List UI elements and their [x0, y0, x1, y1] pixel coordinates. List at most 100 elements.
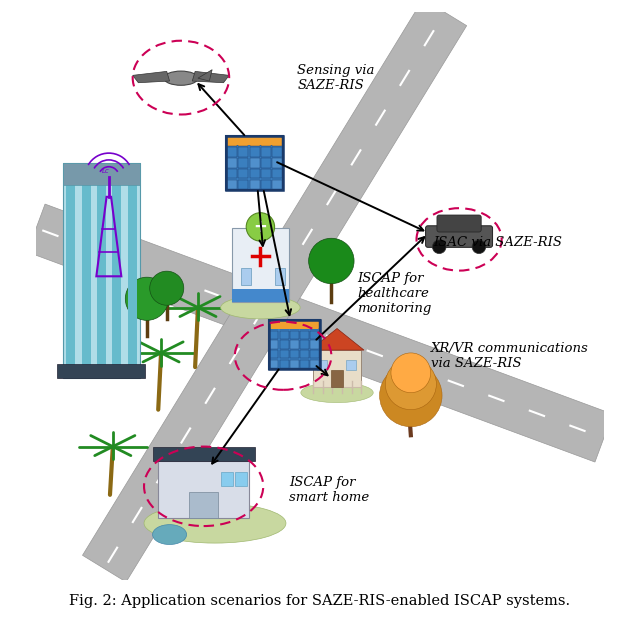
Bar [300, 360, 309, 368]
Bar [238, 136, 248, 146]
Circle shape [308, 238, 354, 284]
Bar [310, 360, 319, 368]
Bar [290, 340, 299, 349]
Bar [280, 350, 289, 358]
Text: ISCAP for
healthcare
monitoring: ISCAP for healthcare monitoring [357, 272, 431, 315]
Bar [227, 158, 237, 168]
Bar [261, 180, 271, 189]
Bar [112, 174, 122, 373]
Text: ISAC via SAZE-RIS: ISAC via SAZE-RIS [433, 236, 563, 249]
Text: +: + [253, 218, 268, 236]
Polygon shape [83, 0, 467, 582]
Circle shape [385, 358, 436, 410]
Circle shape [472, 240, 486, 254]
Bar [317, 360, 328, 370]
Bar [300, 340, 309, 349]
Bar [63, 163, 140, 378]
Text: XR/VR communications
via SAZE-RIS: XR/VR communications via SAZE-RIS [431, 342, 588, 370]
Bar [97, 174, 106, 373]
Bar [261, 147, 271, 157]
Bar [227, 136, 283, 190]
Bar [269, 340, 278, 349]
Bar [250, 158, 260, 168]
Text: Fig. 2: Application scenarios for SAZE-RIS-enabled ISCAP systems.: Fig. 2: Application scenarios for SAZE-R… [69, 594, 571, 608]
Bar [332, 370, 342, 387]
Bar [58, 364, 145, 378]
Bar [227, 180, 237, 189]
Bar [310, 331, 319, 339]
Polygon shape [132, 72, 170, 83]
Bar [280, 360, 289, 368]
Bar [272, 180, 282, 189]
Text: Lc: Lc [102, 168, 110, 174]
Bar [158, 461, 249, 518]
Bar [261, 136, 271, 146]
Polygon shape [198, 70, 212, 81]
Bar [261, 158, 271, 168]
Polygon shape [310, 328, 364, 350]
Bar [269, 320, 320, 368]
Bar [280, 331, 289, 339]
Bar [228, 136, 282, 146]
Bar [227, 136, 283, 190]
Bar [269, 350, 278, 358]
Bar [272, 158, 282, 168]
Ellipse shape [164, 71, 198, 85]
Bar [269, 331, 278, 339]
Text: Sensing via
SAZE-RIS: Sensing via SAZE-RIS [298, 64, 374, 91]
Bar [272, 169, 282, 178]
Bar [313, 350, 361, 387]
Bar [238, 158, 248, 168]
Bar [300, 321, 309, 329]
Bar [290, 331, 299, 339]
Bar [227, 136, 237, 146]
Bar [300, 350, 309, 358]
Bar [227, 169, 237, 178]
Circle shape [391, 353, 431, 392]
Bar [250, 136, 260, 146]
Bar [63, 163, 140, 186]
Bar [127, 174, 137, 373]
Bar [300, 331, 309, 339]
Polygon shape [192, 72, 229, 83]
Circle shape [125, 277, 168, 320]
Bar [81, 174, 91, 373]
Bar [346, 360, 356, 370]
Bar [310, 321, 319, 329]
Bar [271, 321, 318, 329]
Bar [290, 360, 299, 368]
Bar [290, 350, 299, 358]
Ellipse shape [301, 383, 373, 402]
Bar [232, 228, 289, 302]
Ellipse shape [144, 503, 286, 543]
FancyBboxPatch shape [426, 226, 493, 247]
Bar [238, 169, 248, 178]
Ellipse shape [152, 524, 187, 544]
Bar [241, 268, 251, 285]
Circle shape [433, 240, 446, 254]
Text: ISCAP for
smart home: ISCAP for smart home [289, 476, 369, 504]
Ellipse shape [221, 296, 300, 319]
Circle shape [246, 213, 275, 241]
Bar [250, 169, 260, 178]
Bar [261, 169, 271, 178]
Bar [310, 340, 319, 349]
Bar [250, 180, 260, 189]
Circle shape [150, 271, 184, 305]
Bar [275, 268, 285, 285]
Bar [221, 472, 233, 486]
Bar [235, 472, 247, 486]
Bar [272, 147, 282, 157]
Bar [232, 289, 289, 302]
Bar [280, 321, 289, 329]
Bar [269, 360, 278, 368]
Bar [250, 147, 260, 157]
Bar [280, 340, 289, 349]
Polygon shape [28, 204, 612, 462]
Bar [290, 321, 299, 329]
Bar [269, 320, 320, 368]
Bar [189, 492, 218, 518]
Circle shape [380, 364, 442, 427]
Bar [227, 147, 237, 157]
Bar [269, 321, 278, 329]
